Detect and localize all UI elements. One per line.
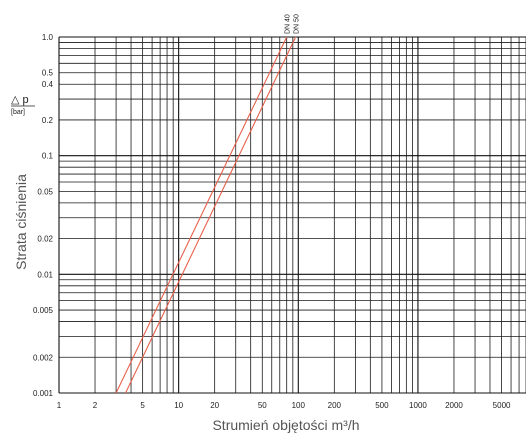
- y-tick-label: 0.5: [42, 69, 54, 78]
- y-tick-label: 0.02: [37, 235, 53, 244]
- series-labels: DN 40 DN 50: [285, 14, 301, 34]
- y-tick-label: 0.001: [33, 389, 54, 398]
- y-tick-label: 0.002: [33, 353, 54, 362]
- y-tick-label: 0.005: [33, 306, 54, 315]
- series-label: DN 40: [285, 14, 292, 34]
- y-tick-label: 1.0: [42, 33, 54, 42]
- x-tick-label: 2000: [445, 401, 463, 410]
- x-tick-label: 500: [375, 401, 389, 410]
- y-tick-label: 0.4: [42, 80, 54, 89]
- y-tick-label: 0.2: [42, 116, 54, 125]
- x-tick-labels: 1 2 5 10 20 50 100 200 500 1000 2000 5000: [57, 401, 511, 410]
- series-line-dn-50: [125, 36, 297, 394]
- x-tick-label: 200: [328, 401, 342, 410]
- x-axis-title: Strumień objętości m³/h: [212, 417, 359, 433]
- series-line-dn-40: [115, 36, 288, 394]
- y-tick-labels: 1.0 0.5 0.4 0.2 0.1 0.05 0.02 0.01 0.005 0.002 0.0…: [33, 33, 54, 398]
- grid: [58, 36, 526, 394]
- y-tick-label: 0.1: [42, 152, 54, 161]
- x-tick-label: 100: [292, 401, 306, 410]
- x-tick-label: 1000: [409, 401, 427, 410]
- y-tick-label: 0.01: [37, 270, 53, 279]
- x-tick-label: 5000: [493, 401, 511, 410]
- y-unit-symbol: △ p: [11, 94, 29, 106]
- x-tick-label: 2: [93, 401, 98, 410]
- x-tick-label: 5: [140, 401, 145, 410]
- y-tick-label: 0.05: [37, 187, 53, 196]
- x-tick-label: 1: [57, 401, 62, 410]
- x-tick-label: 50: [258, 401, 267, 410]
- x-tick-label: 10: [174, 401, 183, 410]
- series-label: DN 50: [294, 14, 301, 34]
- x-tick-label: 20: [210, 401, 219, 410]
- series-lines: [115, 36, 297, 394]
- y-unit-label: [bar]: [11, 109, 25, 116]
- y-axis-title: Strata ciśnienia: [13, 174, 29, 270]
